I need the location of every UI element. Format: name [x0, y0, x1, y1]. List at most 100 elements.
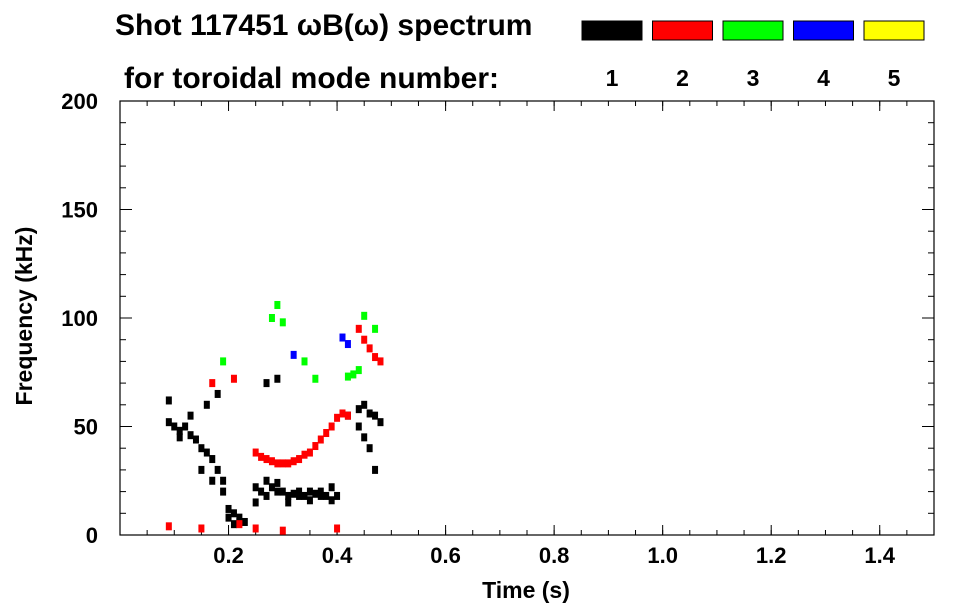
data-point-mode-3 [312, 374, 319, 383]
data-point-mode-1 [263, 491, 270, 500]
data-point-mode-1 [301, 491, 308, 500]
data-point-mode-1 [274, 478, 281, 487]
legend-label-4: 4 [817, 65, 830, 91]
data-point-mode-2 [317, 435, 324, 444]
data-point-mode-2 [306, 448, 313, 457]
data-point-mode-2 [334, 413, 341, 422]
data-point-mode-2 [355, 324, 362, 333]
data-point-mode-1 [182, 422, 189, 431]
data-point-mode-1 [366, 444, 373, 453]
data-point-mode-1 [198, 444, 205, 453]
data-point-mode-1 [317, 491, 324, 500]
data-point-mode-2 [236, 520, 243, 529]
data-point-mode-1 [355, 422, 362, 431]
data-point-mode-1 [187, 431, 194, 440]
y-tick-label: 200 [61, 89, 98, 114]
data-point-mode-1 [220, 476, 227, 485]
data-point-mode-1 [220, 487, 227, 496]
data-point-mode-1 [285, 491, 292, 500]
data-point-mode-2 [268, 457, 275, 466]
data-point-mode-1 [274, 487, 281, 496]
data-point-mode-1 [306, 496, 313, 505]
data-point-mode-2 [258, 452, 265, 461]
x-tick-label: 0.6 [430, 543, 461, 568]
data-point-mode-1 [209, 455, 216, 464]
data-point-mode-1 [209, 476, 216, 485]
data-point-mode-3 [344, 372, 351, 381]
data-point-mode-4 [344, 340, 351, 349]
data-point-mode-4 [339, 333, 346, 342]
axis-ticks [120, 100, 934, 536]
data-point-mode-1 [258, 487, 265, 496]
data-point-mode-1 [279, 487, 286, 496]
y-tick-label: 50 [74, 415, 98, 440]
x-tick-label: 0.8 [539, 543, 570, 568]
data-point-mode-2 [198, 524, 205, 533]
data-point-mode-1 [198, 465, 205, 474]
data-point-mode-1 [355, 405, 362, 414]
data-point-mode-3 [350, 370, 357, 379]
data-point-mode-1 [263, 476, 270, 485]
data-point-mode-1 [334, 491, 341, 500]
data-point-mode-1 [214, 465, 221, 474]
data-point-mode-1 [372, 465, 379, 474]
data-point-mode-1 [274, 374, 281, 383]
chart-subtitle: for toroidal mode number: [124, 62, 499, 95]
data-point-mode-2 [366, 344, 373, 353]
data-point-mode-3 [361, 311, 368, 320]
legend-label-5: 5 [888, 65, 901, 91]
x-tick-label: 0.2 [213, 543, 244, 568]
data-point-mode-1 [230, 520, 237, 529]
x-axis-label: Time (s) [482, 577, 570, 603]
data-point-mode-1 [171, 422, 178, 431]
legend-label-3: 3 [747, 65, 760, 91]
legend-swatch-5 [863, 20, 925, 41]
plot-frame [119, 100, 935, 536]
chart-title: Shot 117451 ωB(ω) spectrum [115, 9, 532, 42]
data-point-mode-1 [285, 498, 292, 507]
data-point-mode-3 [279, 318, 286, 327]
data-point-mode-1 [241, 517, 248, 526]
data-point-mode-1 [323, 491, 330, 500]
data-point-mode-1 [366, 409, 373, 418]
data-point-mode-2 [263, 455, 270, 464]
data-point-mode-1 [176, 426, 183, 435]
data-point-mode-2 [252, 448, 259, 457]
data-point-mode-1 [252, 483, 259, 492]
x-tick-label: 1.2 [756, 543, 787, 568]
x-tick-label: 0.4 [322, 543, 353, 568]
data-point-mode-1 [263, 379, 270, 388]
data-point-mode-2 [274, 459, 281, 468]
data-point-mode-1 [225, 504, 232, 513]
legend-swatch-1 [581, 20, 643, 41]
data-point-mode-2 [296, 455, 303, 464]
data-point-mode-2 [328, 422, 335, 431]
data-point-mode-2 [301, 450, 308, 459]
data-point-mode-2 [209, 379, 216, 388]
data-point-mode-1 [296, 491, 303, 500]
legend-swatch-3 [722, 20, 784, 41]
data-point-mode-1 [192, 435, 199, 444]
data-point-mode-3 [220, 357, 227, 366]
data-point-mode-2 [285, 459, 292, 468]
data-point-mode-1 [214, 389, 221, 398]
data-point-mode-1 [165, 396, 172, 405]
data-point-mode-1 [290, 489, 297, 498]
y-axis-label: Frequency (kHz) [11, 227, 37, 406]
data-point-mode-2 [334, 524, 341, 533]
data-point-mode-1 [225, 513, 232, 522]
data-point-mode-1 [203, 448, 210, 457]
data-point-mode-1 [252, 498, 259, 507]
legend: 1 2 3 4 5 [581, 20, 925, 91]
data-point-mode-2 [372, 353, 379, 362]
data-point-mode-1 [372, 411, 379, 420]
data-point-mode-2 [165, 522, 172, 531]
data-point-mode-2 [279, 459, 286, 468]
data-point-mode-3 [268, 314, 275, 322]
data-marks [165, 300, 384, 535]
data-point-mode-2 [252, 524, 259, 533]
x-tick-label: 1.0 [647, 543, 678, 568]
data-point-mode-1 [328, 496, 335, 505]
y-tick-label: 100 [61, 306, 98, 331]
